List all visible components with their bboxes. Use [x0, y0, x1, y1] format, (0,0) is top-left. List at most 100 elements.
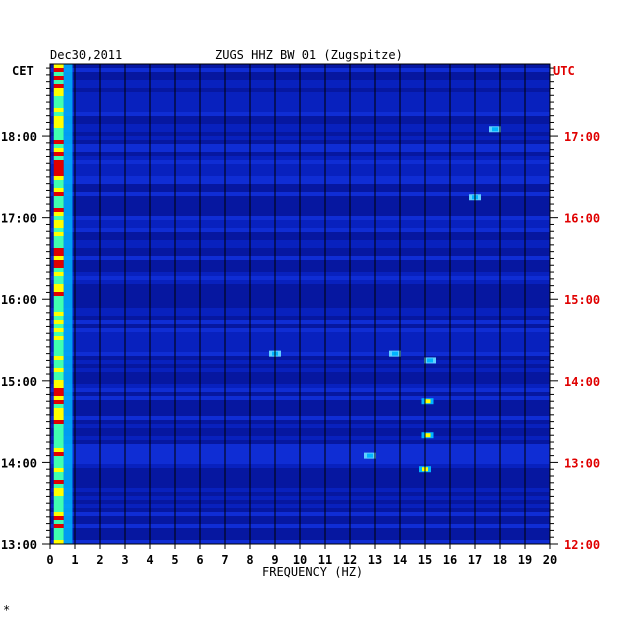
low-freq-cell — [63, 368, 73, 372]
x-tick-label: 7 — [221, 553, 228, 567]
y-tick-label-utc: 13:00 — [564, 456, 600, 470]
low-freq-cell — [53, 328, 64, 332]
low-freq-cell — [53, 196, 64, 200]
low-freq-cell — [53, 76, 64, 80]
low-freq-cell — [53, 440, 64, 444]
low-freq-cell — [63, 180, 73, 184]
low-freq-cell — [63, 68, 73, 72]
x-tick-label: 16 — [443, 553, 457, 567]
x-tick-label: 4 — [146, 553, 153, 567]
low-freq-cell — [53, 380, 64, 384]
low-freq-cell — [53, 424, 64, 428]
x-tick-label: 5 — [171, 553, 178, 567]
low-freq-cell — [63, 256, 73, 260]
low-freq-cell — [63, 528, 73, 532]
low-freq-cell — [63, 88, 73, 92]
low-freq-cell — [63, 92, 73, 96]
low-freq-cell — [63, 436, 73, 440]
x-tick-label: 13 — [368, 553, 382, 567]
low-freq-cell — [63, 468, 73, 472]
low-freq-cell — [53, 136, 64, 140]
low-freq-cell — [63, 500, 73, 504]
low-freq-cell — [53, 64, 64, 68]
low-freq-cell — [63, 396, 73, 400]
low-freq-cell — [63, 392, 73, 396]
low-freq-cell — [63, 480, 73, 484]
low-freq-cell — [63, 168, 73, 172]
low-freq-cell — [53, 104, 64, 108]
y-tick-label-cet: 16:00 — [1, 293, 37, 307]
low-freq-cell — [63, 508, 73, 512]
low-freq-cell — [63, 252, 73, 256]
low-freq-cell — [53, 148, 64, 152]
low-freq-cell — [63, 432, 73, 436]
low-freq-cell — [63, 104, 73, 108]
low-freq-cell — [53, 496, 64, 500]
low-freq-cell — [63, 76, 73, 80]
low-freq-cell — [53, 168, 64, 172]
low-freq-cell — [63, 112, 73, 116]
low-freq-cell — [63, 148, 73, 152]
low-freq-cell — [53, 340, 64, 344]
y-tick-label-utc: 16:00 — [564, 212, 600, 226]
low-freq-cell — [53, 108, 64, 112]
low-freq-cell — [53, 156, 64, 160]
low-freq-cell — [53, 408, 64, 412]
low-freq-cell — [63, 448, 73, 452]
low-freq-cell — [53, 284, 64, 288]
low-freq-cell — [63, 344, 73, 348]
x-tick-label: 2 — [96, 553, 103, 567]
low-freq-cell — [53, 512, 64, 516]
low-freq-cell — [53, 384, 64, 388]
low-freq-cell — [53, 444, 64, 448]
hotspot — [424, 433, 431, 438]
low-freq-cell — [63, 336, 73, 340]
low-freq-cell — [63, 132, 73, 136]
x-tick-label: 18 — [493, 553, 507, 567]
low-freq-cell — [53, 412, 64, 416]
low-freq-cell — [63, 208, 73, 212]
low-freq-cell — [53, 68, 64, 72]
low-freq-cell — [63, 328, 73, 332]
low-freq-cell — [53, 536, 64, 540]
low-freq-cell — [53, 160, 64, 164]
low-freq-cell — [53, 432, 64, 436]
low-freq-cell — [63, 212, 73, 216]
low-freq-cell — [53, 540, 64, 544]
low-freq-cell — [63, 316, 73, 320]
low-freq-cell — [63, 156, 73, 160]
low-freq-cell — [63, 388, 73, 392]
low-freq-cell — [53, 528, 64, 532]
low-freq-cell — [53, 180, 64, 184]
low-freq-cell — [53, 96, 64, 100]
x-tick-label: 20 — [543, 553, 557, 567]
low-freq-cell — [63, 332, 73, 336]
low-freq-cell — [53, 456, 64, 460]
low-freq-cell — [53, 248, 64, 252]
low-freq-cell — [63, 216, 73, 220]
low-freq-cell — [53, 204, 64, 208]
low-freq-cell — [63, 244, 73, 248]
low-freq-cell — [53, 404, 64, 408]
low-freq-cell — [63, 504, 73, 508]
low-freq-cell — [53, 364, 64, 368]
low-freq-cell — [53, 316, 64, 320]
low-freq-cell — [53, 264, 64, 268]
low-freq-cell — [53, 80, 64, 84]
low-freq-cell — [63, 532, 73, 536]
low-freq-cell — [53, 320, 64, 324]
low-freq-cell — [63, 408, 73, 412]
low-freq-cell — [53, 200, 64, 204]
low-freq-cell — [63, 476, 73, 480]
low-freq-cell — [63, 204, 73, 208]
low-freq-cell — [53, 300, 64, 304]
utc-label: UTC — [553, 64, 575, 78]
low-freq-cell — [53, 400, 64, 404]
low-freq-cell — [63, 64, 73, 68]
low-freq-cell — [53, 516, 64, 520]
low-freq-cell — [63, 144, 73, 148]
low-freq-cell — [63, 380, 73, 384]
date-label: Dec30,2011 — [50, 48, 122, 62]
low-freq-cell — [63, 536, 73, 540]
low-freq-cell — [53, 100, 64, 104]
